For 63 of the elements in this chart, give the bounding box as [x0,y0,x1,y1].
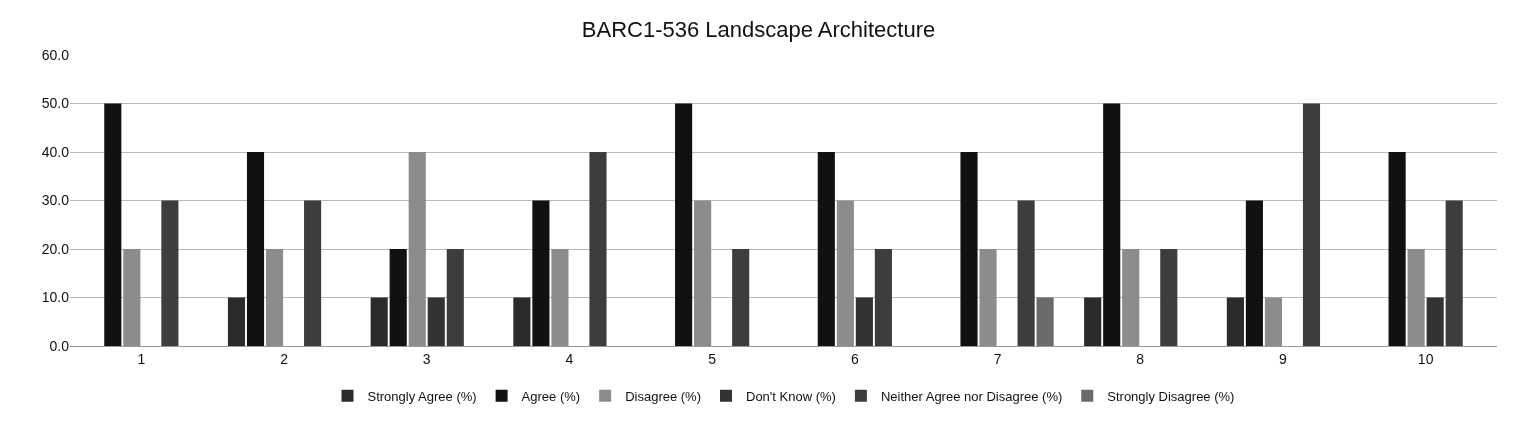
bar [265,249,284,346]
bar [1407,249,1425,346]
bar [855,297,873,346]
x-tick-label: 1 [137,350,146,367]
bar [246,152,265,346]
bar [1160,249,1178,346]
bar [408,152,426,346]
legend-label: Agree (%) [521,388,581,404]
bar [1226,297,1244,346]
bar [551,249,569,346]
bar [1084,297,1102,346]
x-tick-label: 7 [993,350,1002,367]
y-tick-label: 60.0 [41,46,70,63]
bar [817,152,835,346]
bar [1036,297,1054,346]
bar [532,200,550,346]
bar [123,249,141,346]
bar [427,297,445,346]
bar [1122,249,1140,346]
x-tick-label: 3 [422,350,431,367]
bar [389,249,407,346]
y-tick-label: 10.0 [41,289,70,306]
x-tick-label: 8 [1136,350,1145,367]
bar [836,200,854,346]
y-tick-label: 40.0 [41,143,70,160]
y-tick-label: 30.0 [41,192,70,209]
bar [874,249,892,346]
legend-label: Disagree (%) [625,388,701,404]
legend-label: Strongly Agree (%) [367,388,477,404]
bar [1445,200,1463,346]
bar [227,297,246,346]
bar [1245,200,1263,346]
x-tick-label: 9 [1279,350,1288,367]
bar [1017,200,1035,346]
x-tick-label: 5 [708,350,717,367]
bar [1388,152,1406,346]
bar [1103,103,1121,346]
y-tick-label: 0.0 [49,337,70,354]
legend-label: Don't Know (%) [746,388,836,404]
legend-label: Neither Agree nor Disagree (%) [880,388,1063,404]
bar [732,249,750,346]
y-tick-label: 50.0 [41,95,70,112]
legend-label: Strongly Disagree (%) [1107,388,1235,404]
bar [104,103,122,346]
bar [1302,103,1321,346]
chart-title: BARC1-536 Landscape Architecture [581,17,936,43]
bar [675,103,693,346]
y-tick-label: 20.0 [41,240,70,257]
x-tick-label: 6 [850,350,859,367]
bar [694,200,712,346]
bar [589,152,607,346]
bar [1426,297,1444,346]
x-tick-label: 10 [1417,350,1434,367]
bar [960,152,978,346]
bar [979,249,997,346]
bar [1264,297,1282,346]
bar [370,297,388,346]
x-tick-label: 4 [565,350,574,367]
x-tick-label: 2 [280,350,289,367]
bar [161,200,179,346]
bar [513,297,531,346]
bar [304,200,322,346]
bar [446,249,464,346]
